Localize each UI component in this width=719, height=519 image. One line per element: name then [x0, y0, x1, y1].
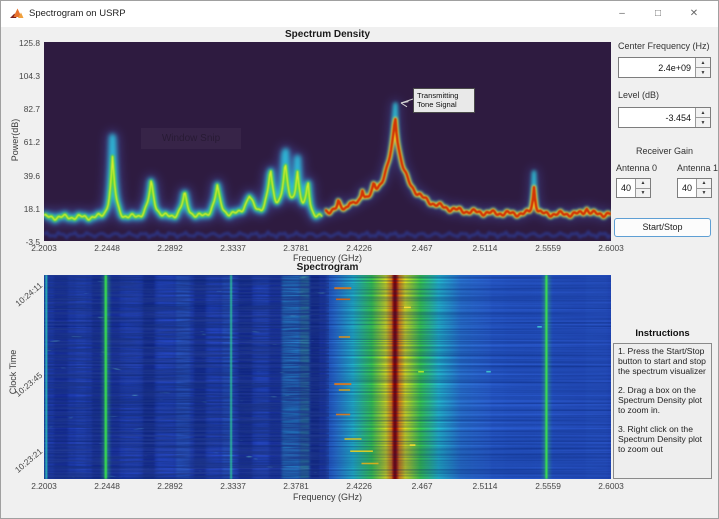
instruction-item: 2. Drag a box on the Spectrum Density pl… [618, 384, 703, 415]
annotation-arrow [400, 98, 414, 108]
antenna0-spinner: ▲ ▼ [635, 179, 650, 197]
spectrogram-x-tick: 2.467 [411, 481, 433, 491]
spectrum-x-tick: 2.5559 [535, 243, 561, 253]
tone-annotation: Transmitting Tone Signal [413, 88, 475, 113]
antenna0-gain-value: 40 [620, 183, 631, 193]
instruction-item: 1. Press the Start/Stop button to start … [618, 346, 706, 376]
spectrum-x-tick: 2.4226 [346, 243, 372, 253]
instructions-textarea[interactable]: 1. Press the Start/Stop button to start … [613, 343, 712, 479]
titlebar[interactable]: Spectrogram on USRP – □ ✕ [1, 1, 718, 27]
antenna0-gain-field[interactable]: 40 ▲ ▼ [616, 178, 651, 198]
close-icon[interactable]: ✕ [689, 8, 699, 19]
spectrogram-x-tick: 2.2892 [157, 481, 183, 491]
tone-annotation-line2: Tone Signal [417, 100, 457, 110]
spectrogram-plot[interactable] [44, 275, 611, 479]
instruction-item: 3. Right click on the Spectrum Density p… [618, 423, 703, 454]
center-frequency-value: 2.4e+09 [658, 62, 691, 73]
spectrum-y-tick: 104.3 [19, 71, 40, 82]
spin-up-icon[interactable]: ▲ [697, 179, 711, 188]
maximize-icon[interactable]: □ [654, 8, 662, 19]
spectrogram-x-tick: 2.2003 [31, 481, 57, 491]
spin-up-icon[interactable]: ▲ [696, 108, 710, 117]
spectrum-x-tick: 2.3781 [283, 243, 309, 253]
spectrogram-y-tick: 10:23:21 [12, 446, 45, 476]
tone-annotation-line1: Transmitting [417, 91, 459, 100]
spectrum-density-title: Spectrum Density [284, 29, 371, 40]
spin-down-icon[interactable]: ▼ [636, 187, 650, 197]
spectrum-x-tick: 2.5114 [472, 243, 498, 253]
spectrum-x-tick: 2.467 [411, 243, 433, 253]
antenna0-label: Antenna 0 [616, 163, 658, 173]
spectrogram-title: Spectrogram [296, 262, 359, 273]
spectrum-x-tick: 2.2003 [31, 243, 57, 253]
level-label: Level (dB) [618, 90, 660, 100]
spin-up-icon[interactable]: ▲ [636, 179, 650, 188]
spectrogram-x-tick: 2.2448 [94, 481, 120, 491]
center-frequency-spinner: ▲ ▼ [695, 58, 710, 77]
center-frequency-field[interactable]: 2.4e+09 ▲ ▼ [618, 57, 711, 78]
window-title: Spectrogram on USRP [29, 8, 126, 19]
spectrum-y-tick: 39.6 [23, 170, 40, 181]
spectrum-y-tick: 61.2 [23, 137, 40, 148]
antenna1-gain-value: 40 [681, 183, 692, 193]
spectrogram-x-tick: 2.5559 [535, 481, 561, 491]
spin-down-icon[interactable]: ▼ [696, 67, 710, 77]
matlab-icon [10, 8, 24, 18]
spectrogram-xlabel: Frequency (GHz) [292, 492, 363, 502]
spectrum-x-tick: 2.2892 [157, 243, 183, 253]
receiver-gain-label: Receiver Gain [635, 146, 694, 156]
spectrum-x-tick: 2.2448 [94, 243, 120, 253]
spectrogram-x-tick: 2.3781 [283, 481, 309, 491]
spectrum-y-tick: 82.7 [23, 104, 40, 115]
level-field[interactable]: -3.454 ▲ ▼ [618, 107, 711, 128]
spectrogram-x-tick: 2.3337 [220, 481, 246, 491]
spin-down-icon[interactable]: ▼ [697, 187, 711, 197]
center-frequency-label: Center Frequency (Hz) [618, 41, 710, 51]
level-spinner: ▲ ▼ [695, 108, 710, 127]
spin-up-icon[interactable]: ▲ [696, 58, 710, 67]
spin-down-icon[interactable]: ▼ [696, 117, 710, 127]
start-stop-button[interactable]: Start/Stop [614, 218, 711, 237]
window-controls: – □ ✕ [604, 1, 712, 27]
antenna1-gain-field[interactable]: 40 ▲ ▼ [677, 178, 712, 198]
spectrogram-x-tick: 2.5114 [472, 481, 498, 491]
spectrum-x-tick: 2.6003 [598, 243, 624, 253]
window-snip-ghost: Window Snip [141, 128, 241, 149]
spectrogram-x-tick: 2.4226 [346, 481, 372, 491]
spectrum-y-tick: 125.8 [19, 38, 40, 48]
spectrum-y-tick: 18.1 [23, 203, 40, 214]
antenna1-label: Antenna 1 [677, 163, 719, 173]
minimize-icon[interactable]: – [619, 8, 625, 19]
spectrogram-y-tick: 10:24:11 [13, 280, 45, 309]
antenna1-spinner: ▲ ▼ [696, 179, 711, 197]
spectrum-density-plot[interactable] [44, 42, 611, 241]
instructions-title: Instructions [635, 328, 690, 339]
spectrum-y-tick: -3.5 [25, 237, 40, 247]
level-value: -3.454 [665, 112, 691, 123]
spectrum-x-tick: 2.3337 [220, 243, 246, 253]
spectrum-xlabel: Frequency (GHz) [292, 253, 363, 263]
spectrogram-x-tick: 2.6003 [598, 481, 624, 491]
